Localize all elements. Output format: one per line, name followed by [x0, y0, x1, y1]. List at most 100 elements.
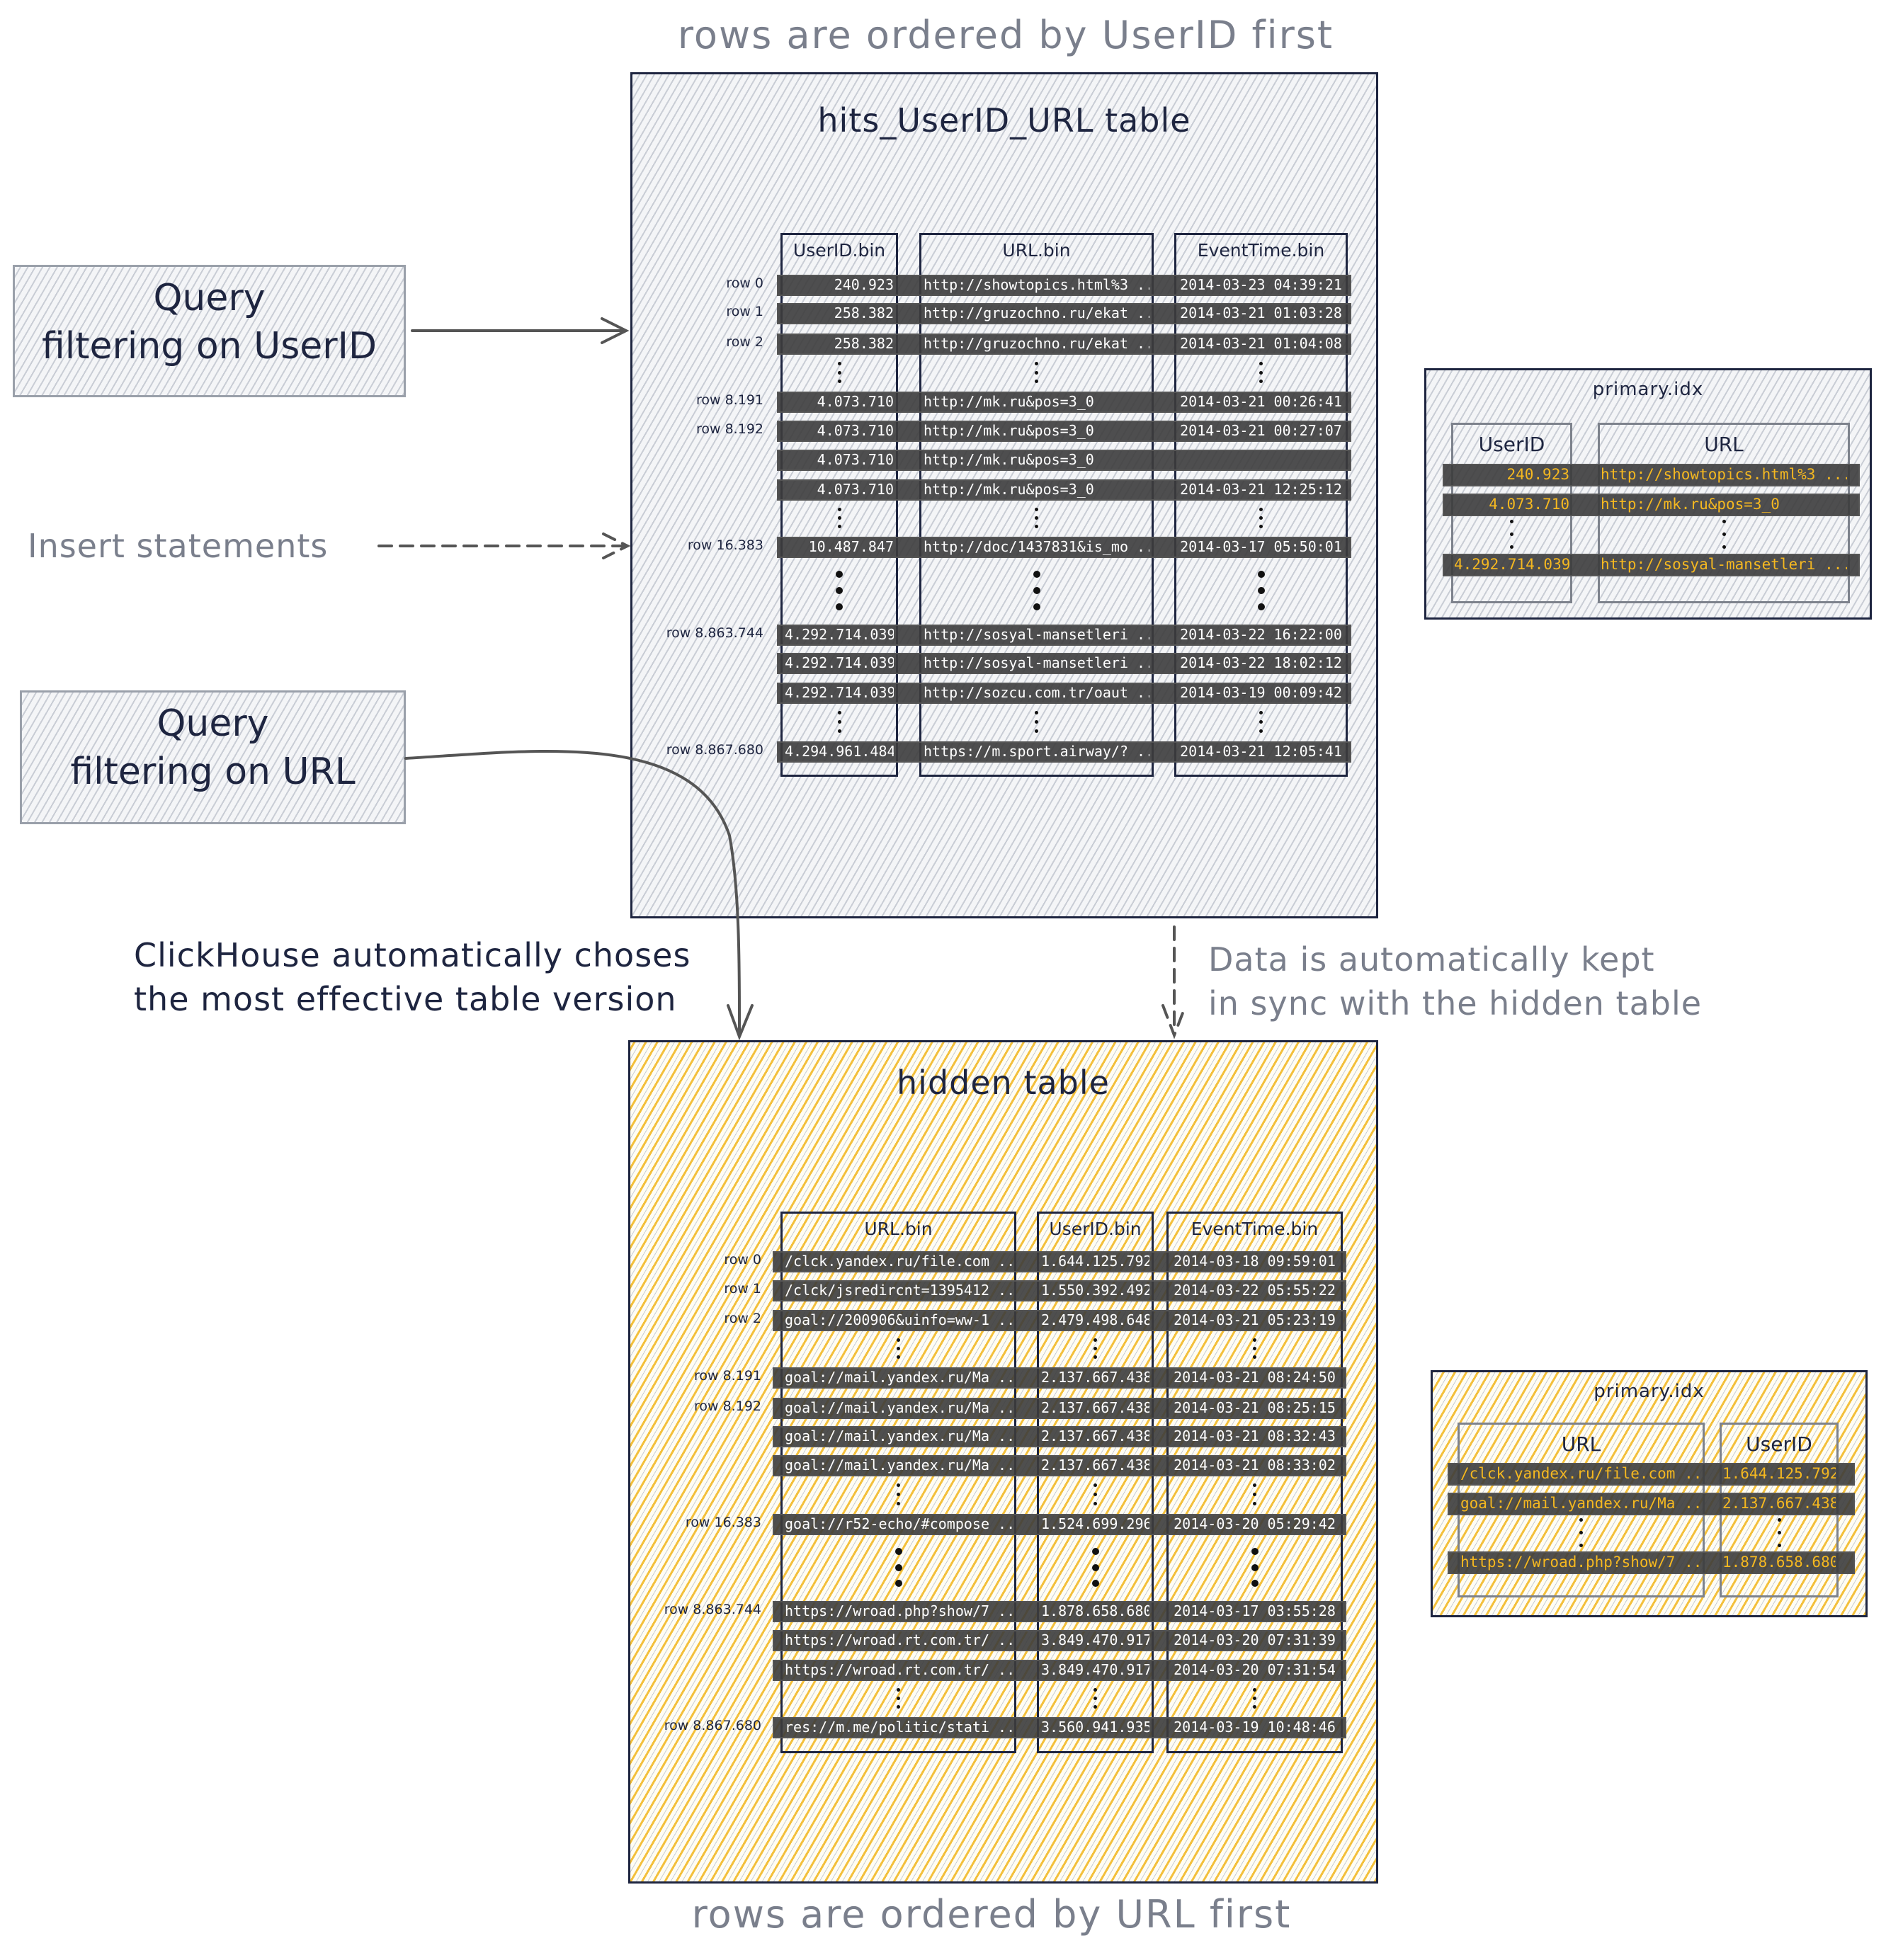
ellipsis-dot	[1253, 1483, 1256, 1488]
top-caption: rows are ordered by UserID first	[677, 13, 1334, 57]
table-cell: 4.073.710	[817, 481, 894, 498]
table-cell: http://gruzochno.ru/ekat ...	[924, 304, 1149, 321]
index-column-header: URL	[1704, 433, 1744, 456]
table-cell: https://wroad.rt.com.tr/ ...	[785, 1631, 1012, 1648]
ellipsis-dot	[1253, 1347, 1256, 1350]
query-url-box[interactable]: Query filtering on URL	[20, 690, 406, 824]
table-cell: 2014-03-22 18:02:12	[1180, 654, 1342, 671]
ellipsis-dot	[1777, 1531, 1781, 1534]
ellipsis-dot	[1777, 1544, 1781, 1547]
main-table-title: hits_UserID_URL table	[817, 101, 1191, 139]
table-cell: goal://r52-echo/#compose ...	[785, 1515, 1012, 1532]
row-label: row 8.867.680	[666, 742, 763, 758]
ellipsis-dot	[1510, 545, 1513, 549]
ellipsis-dot	[1251, 1580, 1259, 1588]
ellipsis-dot	[1579, 1544, 1583, 1547]
ellipsis-dot	[1253, 1501, 1256, 1505]
ellipsis-dot	[1253, 1355, 1256, 1360]
query-userid-box[interactable]: Query filtering on UserID	[13, 265, 406, 397]
table-cell: 2014-03-19 10:48:46	[1174, 1719, 1336, 1736]
sync-note-line2: in sync with the hidden table	[1208, 984, 1703, 1022]
index-cell: http://sosyal-mansetleri ...	[1601, 556, 1847, 573]
index-cell: http://mk.ru&pos=3_0	[1601, 496, 1780, 513]
index-row	[1448, 1493, 1855, 1515]
table-cell: 4.073.710	[817, 451, 894, 468]
index-cell: 2.137.667.438	[1722, 1495, 1836, 1512]
ellipsis-dot	[1259, 720, 1263, 724]
ellipsis-dot	[836, 571, 843, 578]
column-1	[919, 233, 1154, 777]
table-cell: goal://200906&uinfo=ww-1 ...	[785, 1311, 1012, 1328]
index-cell: 240.923	[1506, 466, 1569, 483]
ellipsis-dot	[1257, 603, 1265, 610]
primary-index-hidden-title: primary.idx	[1594, 1381, 1705, 1402]
index-cell: http://showtopics.html%3 ...	[1601, 466, 1847, 483]
ellipsis-dot	[1259, 711, 1263, 715]
row-label: row 1	[726, 304, 763, 319]
table-cell: res://m.me/politic/stati ...	[785, 1719, 1012, 1736]
index-row	[1448, 1463, 1855, 1486]
ellipsis-dot	[1259, 507, 1263, 511]
index-cell: 4.073.710	[1489, 496, 1569, 513]
ellipsis-dot	[1093, 1697, 1097, 1700]
ellipsis-dot	[897, 1347, 900, 1350]
table-row	[777, 275, 1351, 296]
table-cell: http://doc/1437831&is_mo ...	[924, 538, 1149, 555]
row-label: row 8.863.744	[664, 1602, 761, 1617]
query-url-line1: Query	[157, 702, 269, 745]
column-header: UserID.bin	[1049, 1219, 1142, 1239]
ellipsis-dot	[1259, 362, 1263, 365]
table-cell: 4.292.714.039	[785, 684, 894, 701]
table-row	[773, 1367, 1346, 1389]
column-1	[1037, 1212, 1154, 1753]
table-cell: 4.073.710	[817, 422, 894, 439]
column-2	[1174, 233, 1348, 777]
row-label: row 2	[724, 1311, 761, 1326]
arrow-query-userid	[411, 317, 630, 344]
bottom-caption: rows are ordered by URL first	[691, 1892, 1292, 1937]
table-cell: https://wroad.rt.com.tr/ ...	[785, 1661, 1012, 1678]
table-row	[773, 1601, 1346, 1622]
table-row	[773, 1280, 1346, 1301]
table-cell: http://mk.ru&pos=3_0	[924, 451, 1094, 468]
table-row	[777, 479, 1351, 501]
ellipsis-dot	[897, 1483, 900, 1488]
row-label: row 8.191	[696, 392, 763, 408]
ellipsis-dot	[1035, 380, 1038, 383]
table-row	[773, 1426, 1346, 1447]
table-row	[777, 450, 1351, 471]
arrow-query-url	[404, 750, 754, 1041]
ellipsis-dot	[837, 516, 841, 520]
index-row	[1448, 1551, 1855, 1574]
table-cell: 4.073.710	[817, 393, 894, 410]
table-cell: 2014-03-17 03:55:28	[1174, 1602, 1336, 1619]
ellipsis-dot	[1035, 729, 1038, 733]
ellipsis-dot	[836, 603, 843, 610]
ellipsis-dot	[1259, 380, 1263, 383]
table-cell: 4.292.714.039	[785, 626, 894, 643]
ellipsis-dot	[897, 1697, 900, 1700]
ellipsis-dot	[1257, 587, 1265, 594]
ellipsis-dot	[1035, 525, 1038, 529]
ellipsis-dot	[1091, 1563, 1099, 1571]
table-cell: 2014-03-21 12:05:41	[1180, 743, 1342, 760]
table-cell: 2014-03-21 08:33:02	[1174, 1457, 1336, 1474]
table-row	[777, 741, 1351, 763]
table-row	[773, 1660, 1346, 1681]
arrow-insert	[377, 532, 631, 559]
ellipsis-dot	[1091, 1547, 1099, 1555]
ellipsis-dot	[1035, 711, 1038, 715]
table-cell: 10.487.847	[808, 538, 894, 555]
ellipsis-dot	[837, 362, 841, 365]
ellipsis-dot	[837, 525, 841, 529]
table-cell: 240.923	[834, 276, 894, 293]
table-cell: 2014-03-21 00:26:41	[1180, 393, 1342, 410]
row-label: row 8.192	[694, 1398, 761, 1414]
table-cell: 1.550.392.492	[1041, 1282, 1149, 1299]
ellipsis-dot	[1093, 1493, 1097, 1496]
index-cell: 4.292.714.039	[1454, 556, 1569, 573]
ellipsis-dot	[837, 370, 841, 375]
table-cell: 3.849.470.917	[1041, 1631, 1149, 1648]
column-0	[780, 233, 898, 777]
